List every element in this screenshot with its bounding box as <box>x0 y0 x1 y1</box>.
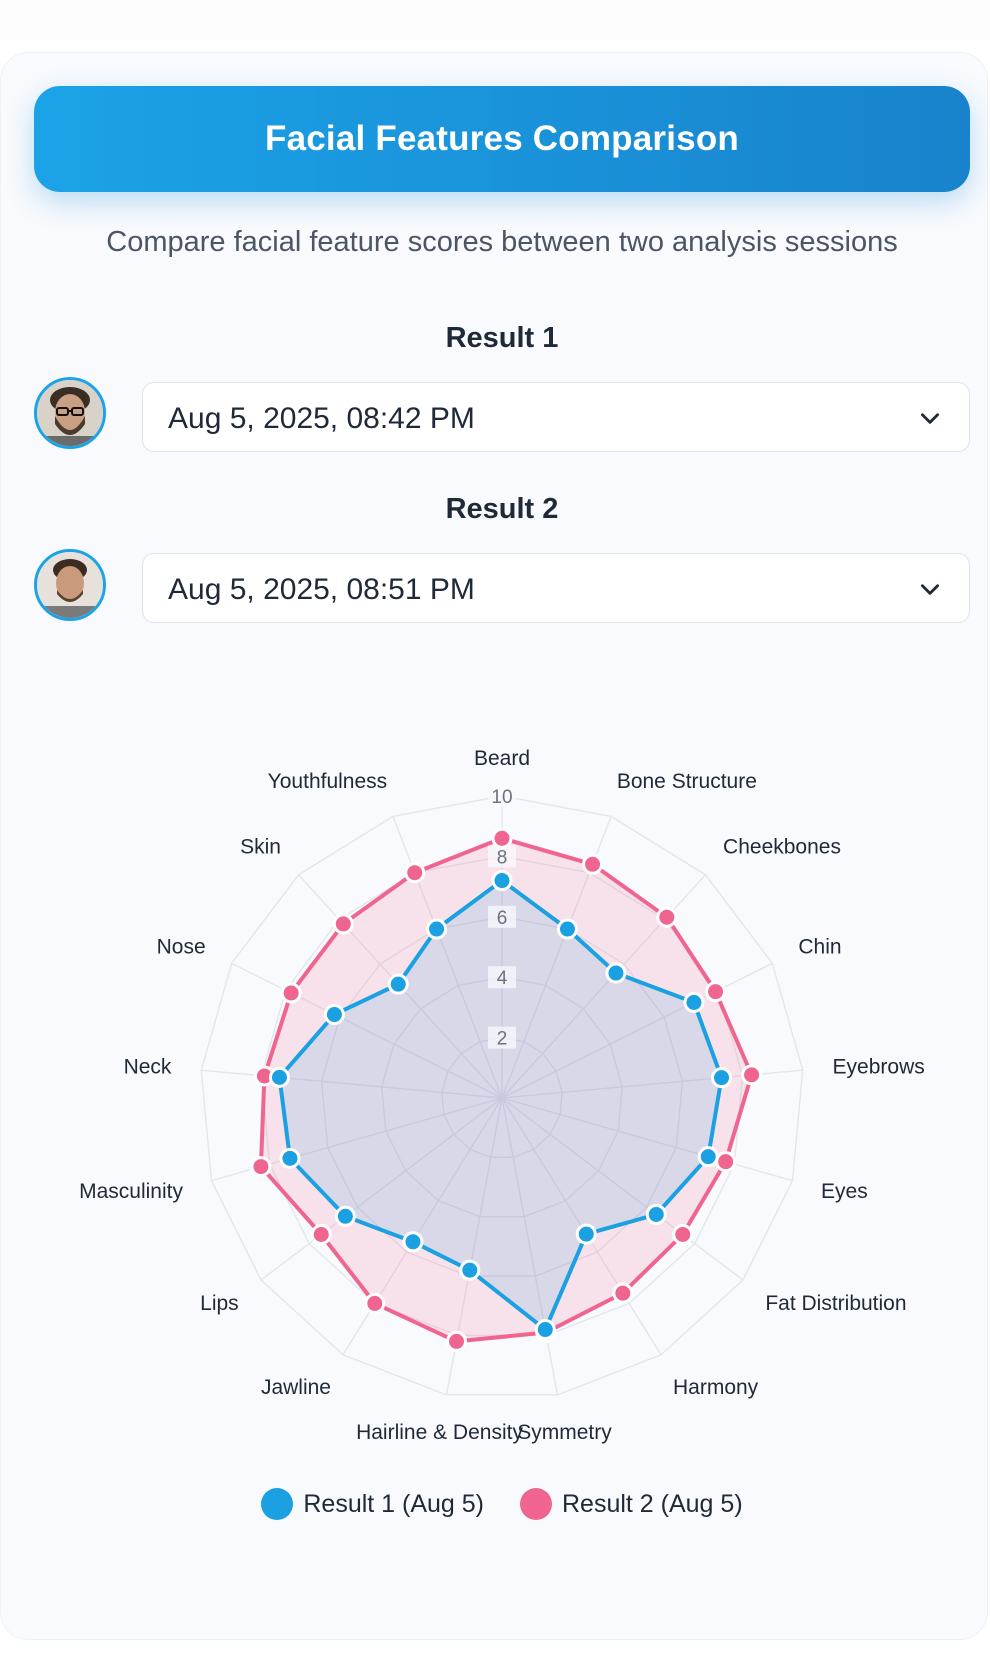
tick-label: 2 <box>497 1029 508 1050</box>
avatar-result2 <box>34 549 106 621</box>
category-label: Eyebrows <box>833 1056 925 1079</box>
category-label: Lips <box>200 1292 239 1315</box>
category-label: Hairline & Density <box>356 1421 523 1444</box>
data-point-1 <box>387 973 409 995</box>
data-point-2 <box>310 1223 332 1245</box>
avatar-result1 <box>34 377 106 449</box>
data-point-1 <box>491 870 513 892</box>
result1-select-value: Aug 5, 2025, 08:42 PM <box>168 402 475 435</box>
series-area-2 <box>258 836 754 1344</box>
category-label: Chin <box>798 935 841 958</box>
data-point-1 <box>402 1231 424 1253</box>
grid-spoke <box>501 1097 793 1182</box>
data-point-1 <box>683 991 705 1013</box>
legend-swatch-result2 <box>520 1488 552 1520</box>
chevron-down-icon <box>921 413 939 424</box>
legend-label-result2: Result 2 (Aug 5) <box>562 1489 743 1518</box>
category-label: Fat Distribution <box>765 1292 906 1315</box>
data-point-2 <box>332 913 354 935</box>
data-point-2 <box>656 906 678 928</box>
data-point-1 <box>279 1147 301 1169</box>
grid-ring-10 <box>200 795 804 1396</box>
radar-chart: 2 4 6 8 10 Beard Bone Structure Cheekbones Chin E… <box>79 747 925 1444</box>
category-label: Jawline <box>261 1376 331 1399</box>
data-point-2 <box>612 1282 634 1304</box>
category-label: Skin <box>240 836 281 859</box>
legend-label-result1: Result 1 (Aug 5) <box>303 1489 484 1518</box>
legend-item-result2[interactable]: Result 2 (Aug 5) <box>520 1488 743 1520</box>
data-point-2 <box>741 1064 763 1086</box>
data-point-2 <box>491 827 513 849</box>
category-label: Cheekbones <box>723 836 841 859</box>
chart-legend: Result 1 (Aug 5) Result 2 (Aug 5) <box>0 1488 990 1520</box>
tick-label-bg <box>488 905 516 928</box>
grid-spoke <box>260 1097 503 1281</box>
category-label: Harmony <box>673 1376 759 1399</box>
data-point-1 <box>605 962 627 984</box>
series-area-1 <box>277 878 724 1332</box>
grid-spoke <box>201 1069 503 1099</box>
category-label: Neck <box>124 1056 172 1079</box>
data-point-2 <box>445 1330 467 1352</box>
category-label: Nose <box>157 935 206 958</box>
grid-spoke <box>501 962 773 1099</box>
tick-label-bg <box>488 966 516 989</box>
data-point-2 <box>705 981 727 1003</box>
header-banner: Facial Features Comparison <box>34 86 970 192</box>
category-label: Bone Structure <box>617 770 757 793</box>
data-point-1 <box>645 1203 667 1225</box>
tick-label: 4 <box>497 968 508 989</box>
data-point-1 <box>556 918 578 940</box>
grid-spoke <box>501 1097 744 1281</box>
category-label: Eyes <box>821 1180 868 1203</box>
data-point-1 <box>334 1205 356 1227</box>
result2-select-value: Aug 5, 2025, 08:51 PM <box>168 573 475 606</box>
data-point-2 <box>250 1156 272 1178</box>
category-label: Youthfulness <box>268 770 388 793</box>
data-point-2 <box>582 853 604 875</box>
grid-spoke <box>231 962 503 1099</box>
data-point-2 <box>404 862 426 884</box>
data-point-2 <box>364 1292 386 1314</box>
result1-label: Result 1 <box>445 322 559 354</box>
legend-item-result1[interactable]: Result 1 (Aug 5) <box>261 1488 484 1520</box>
data-point-1 <box>534 1319 556 1341</box>
category-label: Masculinity <box>79 1180 183 1203</box>
tick-label-bg <box>488 845 516 868</box>
data-point-1 <box>426 918 448 940</box>
tick-label: 10 <box>491 787 512 808</box>
data-point-1 <box>711 1067 733 1089</box>
data-point-1 <box>697 1146 719 1168</box>
result2-select[interactable]: Aug 5, 2025, 08:51 PM <box>142 553 970 623</box>
page-title: Facial Features Comparison <box>265 119 739 158</box>
data-point-1 <box>575 1223 597 1245</box>
tick-label: 8 <box>497 847 508 868</box>
chevron-down-icon <box>921 584 939 595</box>
result2-label: Result 2 <box>445 493 559 525</box>
tick-label-bg <box>488 785 516 807</box>
page-subtitle: Compare facial feature scores between tw… <box>106 226 898 258</box>
data-point-1 <box>323 1004 345 1026</box>
legend-swatch-result1 <box>261 1488 294 1520</box>
grid-ring-4 <box>381 976 623 1218</box>
data-point-2 <box>672 1223 694 1245</box>
category-label: Symmetry <box>517 1421 612 1444</box>
result1-select[interactable]: Aug 5, 2025, 08:42 PM <box>142 382 970 452</box>
tick-label: 6 <box>497 908 508 929</box>
data-point-2 <box>715 1151 737 1173</box>
data-point-2 <box>280 982 302 1004</box>
grid-spoke <box>501 1097 559 1395</box>
top-bar <box>0 0 990 40</box>
grid-ring-2 <box>441 1036 563 1159</box>
data-point-1 <box>459 1259 481 1281</box>
data-point-1 <box>268 1066 290 1088</box>
tick-label-bg <box>488 1026 516 1049</box>
category-label: Beard <box>474 747 530 770</box>
